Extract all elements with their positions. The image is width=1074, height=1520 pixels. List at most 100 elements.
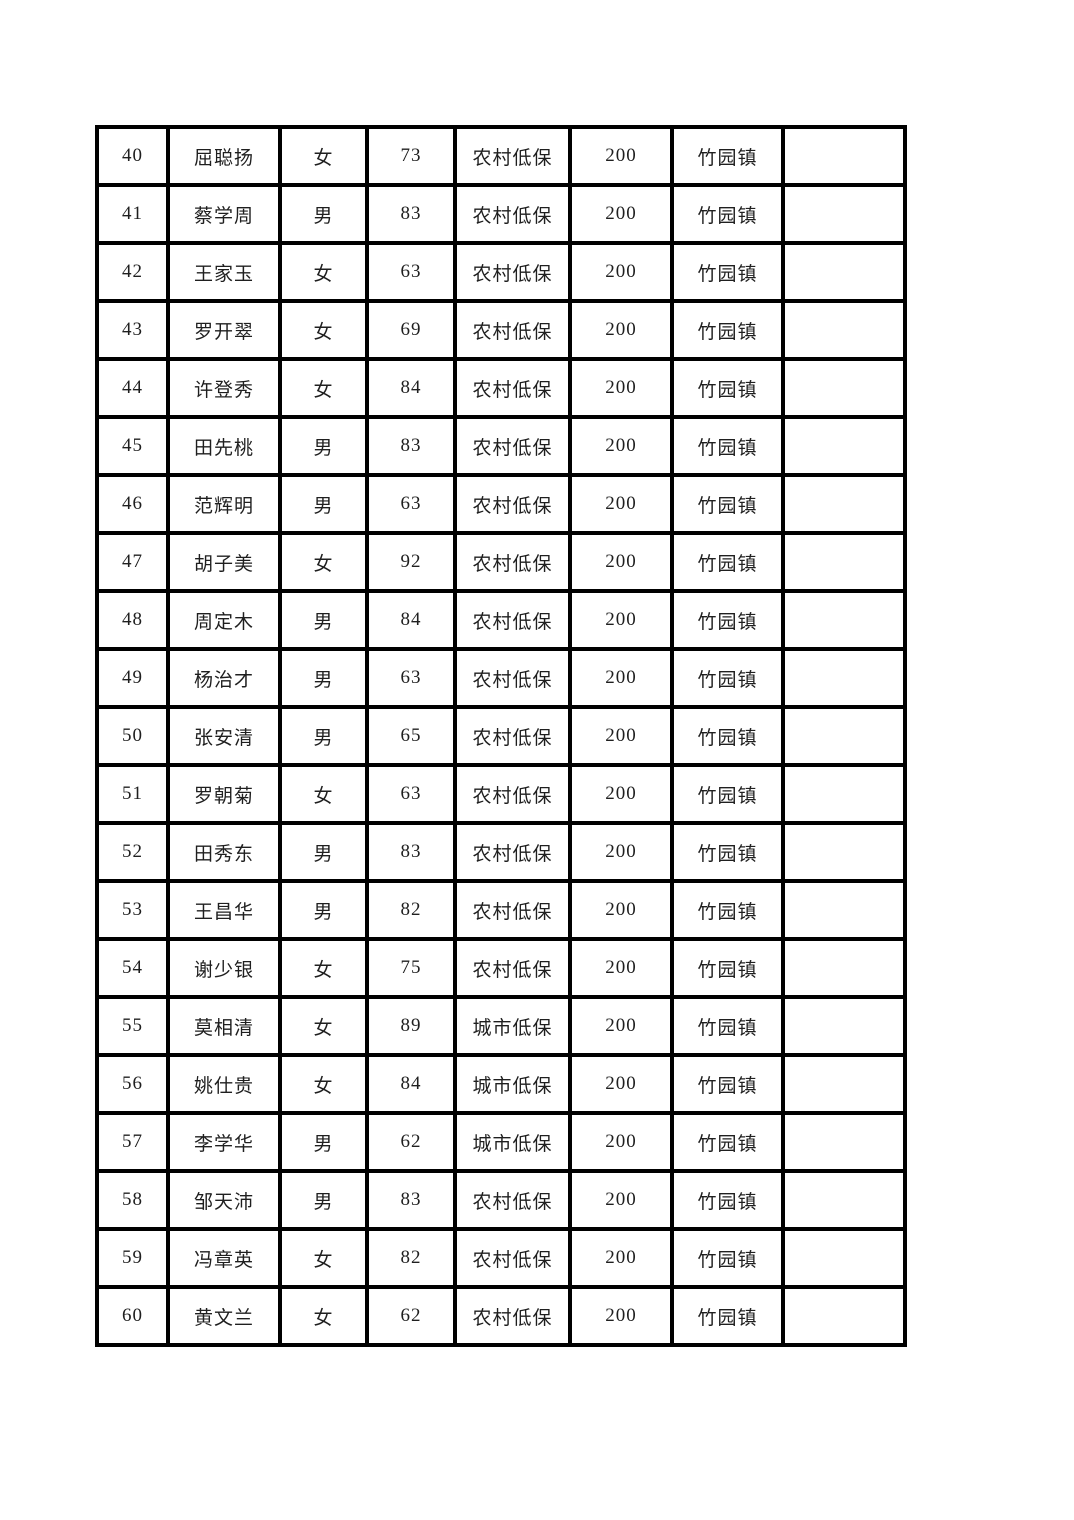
cell-note (781, 1111, 907, 1173)
cell-gender: 男 (278, 705, 369, 767)
welfare-roster-table: 40 屈聪扬女 73 农村低保 200 竹园镇 41 蔡学周男 83 农村低保 200 竹园镇 42 王家… (95, 125, 907, 1347)
cell-name: 许登秀 (166, 357, 282, 419)
cell-name: 李学华 (166, 1111, 282, 1173)
table-row: 41 蔡学周男 83 农村低保 200 竹园镇 (95, 183, 907, 245)
cell-welfare-category: 农村低保 (453, 763, 572, 825)
table-row: 45 田先桃男 83 农村低保 200 竹园镇 (95, 415, 907, 477)
cell-serial-number: 44 (95, 357, 170, 419)
cell-serial-number: 57 (95, 1111, 170, 1173)
cell-gender: 男 (278, 879, 369, 941)
cell-name: 邹天沛 (166, 1169, 282, 1231)
cell-welfare-category: 农村低保 (453, 183, 572, 245)
table-row: 57 李学华男 62 城市低保 200 竹园镇 (95, 1111, 907, 1173)
cell-gender: 女 (278, 995, 369, 1057)
cell-town: 竹园镇 (670, 1111, 785, 1173)
cell-age: 92 (365, 531, 457, 593)
cell-welfare-category: 城市低保 (453, 995, 572, 1057)
cell-welfare-category: 农村低保 (453, 705, 572, 767)
cell-age: 83 (365, 1169, 457, 1231)
cell-name: 范辉明 (166, 473, 282, 535)
cell-town: 竹园镇 (670, 125, 785, 187)
cell-amount: 200 (568, 647, 674, 709)
cell-welfare-category: 农村低保 (453, 589, 572, 651)
table-row: 59 冯章英女 82 农村低保 200 竹园镇 (95, 1227, 907, 1289)
cell-gender: 男 (278, 415, 369, 477)
cell-amount: 200 (568, 531, 674, 593)
cell-name: 莫相清 (166, 995, 282, 1057)
cell-gender: 女 (278, 357, 369, 419)
cell-gender: 男 (278, 183, 369, 245)
table-row: 60 黄文兰女 62 农村低保 200 竹园镇 (95, 1285, 907, 1347)
table-row: 47 胡子美女 92 农村低保 200 竹园镇 (95, 531, 907, 593)
cell-gender: 男 (278, 589, 369, 651)
cell-amount: 200 (568, 1169, 674, 1231)
cell-amount: 200 (568, 415, 674, 477)
cell-note (781, 647, 907, 709)
cell-note (781, 415, 907, 477)
cell-serial-number: 53 (95, 879, 170, 941)
cell-name: 姚仕贵 (166, 1053, 282, 1115)
table-row: 49 杨治才男 63 农村低保 200 竹园镇 (95, 647, 907, 709)
cell-amount: 200 (568, 357, 674, 419)
cell-age: 63 (365, 763, 457, 825)
cell-note (781, 357, 907, 419)
cell-amount: 200 (568, 183, 674, 245)
cell-serial-number: 58 (95, 1169, 170, 1231)
cell-amount: 200 (568, 705, 674, 767)
cell-serial-number: 40 (95, 125, 170, 187)
table-row: 42 王家玉女 63 农村低保 200 竹园镇 (95, 241, 907, 303)
table-row: 48 周定木男 84 农村低保 200 竹园镇 (95, 589, 907, 651)
cell-age: 83 (365, 821, 457, 883)
cell-gender: 女 (278, 1227, 369, 1289)
cell-serial-number: 55 (95, 995, 170, 1057)
cell-age: 82 (365, 879, 457, 941)
table-row: 54 谢少银女 75 农村低保 200 竹园镇 (95, 937, 907, 999)
cell-name: 谢少银 (166, 937, 282, 999)
cell-welfare-category: 农村低保 (453, 1227, 572, 1289)
cell-age: 63 (365, 241, 457, 303)
cell-note (781, 299, 907, 361)
cell-name: 张安清 (166, 705, 282, 767)
cell-serial-number: 41 (95, 183, 170, 245)
cell-amount: 200 (568, 1111, 674, 1173)
cell-serial-number: 47 (95, 531, 170, 593)
cell-note (781, 1285, 907, 1347)
cell-name: 周定木 (166, 589, 282, 651)
cell-gender: 女 (278, 299, 369, 361)
cell-amount: 200 (568, 879, 674, 941)
cell-name: 王家玉 (166, 241, 282, 303)
table-row: 55 莫相清女 89 城市低保 200 竹园镇 (95, 995, 907, 1057)
cell-name: 罗开翠 (166, 299, 282, 361)
cell-serial-number: 60 (95, 1285, 170, 1347)
cell-welfare-category: 农村低保 (453, 299, 572, 361)
cell-town: 竹园镇 (670, 589, 785, 651)
cell-welfare-category: 农村低保 (453, 1169, 572, 1231)
cell-welfare-category: 农村低保 (453, 879, 572, 941)
cell-town: 竹园镇 (670, 1169, 785, 1231)
cell-name: 冯章英 (166, 1227, 282, 1289)
cell-gender: 女 (278, 1285, 369, 1347)
cell-age: 84 (365, 1053, 457, 1115)
table-row: 50 张安清男 65 农村低保 200 竹园镇 (95, 705, 907, 767)
cell-amount: 200 (568, 1285, 674, 1347)
cell-age: 63 (365, 647, 457, 709)
cell-age: 62 (365, 1111, 457, 1173)
table-row: 53 王昌华男 82 农村低保 200 竹园镇 (95, 879, 907, 941)
cell-serial-number: 46 (95, 473, 170, 535)
cell-amount: 200 (568, 1227, 674, 1289)
cell-amount: 200 (568, 589, 674, 651)
cell-serial-number: 52 (95, 821, 170, 883)
cell-name: 田先桃 (166, 415, 282, 477)
cell-note (781, 763, 907, 825)
cell-welfare-category: 农村低保 (453, 357, 572, 419)
cell-age: 62 (365, 1285, 457, 1347)
cell-amount: 200 (568, 937, 674, 999)
cell-welfare-category: 城市低保 (453, 1053, 572, 1115)
table-row: 40 屈聪扬女 73 农村低保 200 竹园镇 (95, 125, 907, 187)
cell-age: 75 (365, 937, 457, 999)
cell-serial-number: 51 (95, 763, 170, 825)
cell-town: 竹园镇 (670, 531, 785, 593)
cell-town: 竹园镇 (670, 821, 785, 883)
table-row: 43 罗开翠女 69 农村低保 200 竹园镇 (95, 299, 907, 361)
cell-gender: 男 (278, 647, 369, 709)
